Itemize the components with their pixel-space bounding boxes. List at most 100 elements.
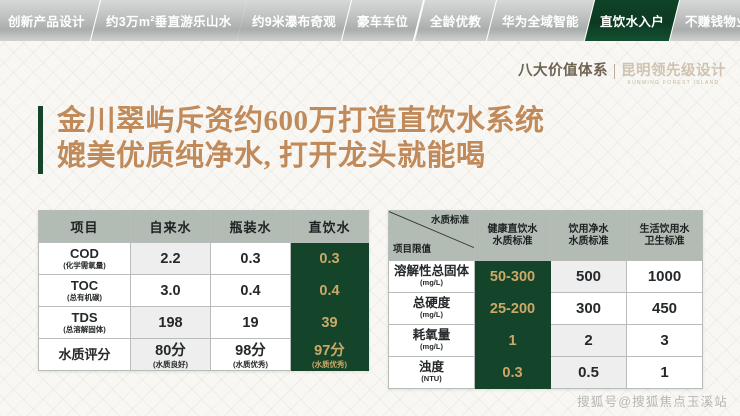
- nav-item-label: 不赚钱物业: [684, 15, 740, 29]
- brand-lockup: 八大价值体系 昆明领先级设计 KUNMING FOREST ISLAND: [518, 62, 726, 87]
- corner-header-cell: 水质标准 项目限值: [388, 210, 475, 261]
- nav-item-label: 约9米瀑布奇观: [252, 15, 337, 29]
- row-label-sub: (mg/L): [420, 278, 443, 287]
- col-header-purified-water: 饮用净水 水质标准: [550, 210, 627, 261]
- corner-label-item-limit: 项目限值: [393, 244, 432, 255]
- brand-subtitle: 昆明领先级设计: [621, 63, 726, 79]
- col-header-line-2: 卫生标准: [644, 235, 685, 247]
- row-label-cod: COD (化学需氧量): [38, 242, 131, 275]
- nav-item-3[interactable]: 豪车车位: [342, 0, 425, 41]
- row-label-main: 溶解性总固体: [393, 264, 469, 278]
- table-row: 浊度 (NTU) 0.3 0.5 1: [388, 356, 703, 389]
- cell-tds-tap: 198: [130, 306, 211, 339]
- col-header-domestic-water: 生活饮用水 卫生标准: [626, 210, 703, 261]
- nav-item-7[interactable]: 不赚钱物业: [669, 0, 740, 41]
- nav-item-label: 直饮水入户: [599, 15, 664, 29]
- row-label-main: TDS: [71, 309, 98, 325]
- row-label-sub: (总溶解固体): [63, 324, 106, 334]
- col-header-direct-drinking-water: 直饮水: [290, 210, 369, 243]
- col-header-healthy-direct-drinking: 健康直饮水 水质标准: [474, 210, 551, 261]
- col-header-line-2: 水质标准: [492, 235, 533, 247]
- cell-toc-bottled: 0.4: [210, 274, 291, 307]
- cell-oxygen-domestic: 3: [626, 324, 703, 357]
- headline-line-2: 媲美优质纯净水, 打开龙头就能喝: [57, 140, 486, 172]
- cell-score-tap: 80分 (水质良好): [130, 338, 211, 371]
- row-label-sub: (总有机碳): [67, 292, 102, 302]
- cell-tds-bottled: 19: [210, 306, 291, 339]
- row-label-main: COD: [70, 245, 99, 261]
- cell-tds-domestic: 1000: [626, 260, 703, 293]
- cell-toc-tap: 3.0: [130, 274, 211, 307]
- headline-block: 金川翠屿斥资约600万打造直饮水系统 媲美优质纯净水, 打开龙头就能喝: [38, 104, 545, 174]
- cell-score-bottled: 98分 (水质优秀): [210, 338, 291, 371]
- brand-main-title: 八大价值体系: [518, 63, 608, 79]
- row-label-main: 浊度: [418, 360, 444, 374]
- table-row: 耗氧量 (mg/L) 1 2 3: [388, 324, 703, 357]
- headline-text: 金川翠屿斥资约600万打造直饮水系统 媲美优质纯净水, 打开龙头就能喝: [57, 104, 545, 174]
- nav-item-4[interactable]: 全龄优教: [414, 0, 497, 41]
- row-label-turbidity: 浊度 (NTU): [388, 356, 475, 389]
- cell-score-direct: 97分 (水质优秀): [290, 338, 369, 371]
- table-row: 溶解性总固体 (mg/L) 50-300 500 1000: [388, 260, 703, 293]
- cell-hardness-healthy: 25-200: [474, 292, 551, 325]
- cell-cod-tap: 2.2: [130, 242, 211, 275]
- water-comparison-table: 项目 自来水 瓶装水 直饮水 COD (化学需氧量) 2.2 0.3 0.3 T…: [38, 210, 369, 371]
- table-row: COD (化学需氧量) 2.2 0.3 0.3: [38, 242, 369, 275]
- table-row: 水质评分 80分 (水质良好) 98分 (水质优秀) 97分 (水质优秀): [38, 338, 369, 371]
- row-label-tds: TDS (总溶解固体): [38, 306, 131, 339]
- nav-item-1[interactable]: 约3万m2垂直游乐山水: [90, 0, 248, 41]
- cell-value-sub: (水质优秀): [312, 360, 347, 369]
- row-label-sub: (mg/L): [420, 310, 443, 319]
- top-navigation-bar: 创新产品设计 约3万m2垂直游乐山水 约9米瀑布奇观 豪车车位 全龄优教 华为全…: [0, 0, 740, 41]
- nav-item-2[interactable]: 约9米瀑布奇观: [237, 0, 353, 41]
- nav-item-label: 华为全域智能: [501, 15, 579, 29]
- cell-cod-direct: 0.3: [290, 242, 369, 275]
- table-header-row: 水质标准 项目限值 健康直饮水 水质标准 饮用净水 水质标准 生活饮用水 卫生标…: [388, 210, 703, 261]
- row-label-sub: (mg/L): [420, 342, 443, 351]
- nav-item-label: 豪车车位: [357, 15, 409, 29]
- cell-toc-direct: 0.4: [290, 274, 369, 307]
- headline-line-1: 金川翠屿斥资约600万打造直饮水系统: [57, 105, 545, 137]
- col-header-bottled-water: 瓶装水: [210, 210, 291, 243]
- cell-hardness-domestic: 450: [626, 292, 703, 325]
- cell-tds-direct: 39: [290, 306, 369, 339]
- row-label-main: 耗氧量: [412, 328, 451, 342]
- col-header-item: 项目: [38, 210, 131, 243]
- site-watermark: 搜狐号@搜狐焦点玉溪站: [577, 395, 728, 409]
- nav-item-label: 全龄优教: [429, 15, 481, 29]
- row-label-oxygen-consumption: 耗氧量 (mg/L): [388, 324, 475, 357]
- headline-accent-bar: [38, 106, 43, 174]
- nav-item-label: 创新产品设计: [7, 15, 85, 29]
- row-label-quality-score: 水质评分: [38, 338, 131, 371]
- table-row: 总硬度 (mg/L) 25-200 300 450: [388, 292, 703, 325]
- row-label-sub: (NTU): [421, 374, 442, 383]
- table-row: TDS (总溶解固体) 198 19 39: [38, 306, 369, 339]
- row-label-tds-dissolved-solids: 溶解性总固体 (mg/L): [388, 260, 475, 293]
- cell-value-sub: (水质优秀): [233, 360, 268, 369]
- row-label-main: 总硬度: [412, 296, 451, 310]
- table-header-row: 项目 自来水 瓶装水 直饮水: [38, 210, 369, 243]
- cell-tds-purified: 500: [550, 260, 627, 293]
- col-header-line-1: 饮用净水: [568, 223, 609, 235]
- cell-turbidity-healthy: 0.3: [474, 356, 551, 389]
- nav-item-label: 约3万m2垂直游乐山水: [105, 13, 232, 29]
- row-label-sub: (化学需氧量): [63, 260, 106, 270]
- cell-value: 98分: [235, 343, 266, 359]
- water-standards-table: 水质标准 项目限值 健康直饮水 水质标准 饮用净水 水质标准 生活饮用水 卫生标…: [388, 210, 703, 389]
- nav-item-5[interactable]: 华为全域智能: [486, 0, 595, 41]
- row-label-main: TOC: [70, 277, 99, 293]
- brand-latin-text: KUNMING FOREST ISLAND: [627, 80, 720, 86]
- col-header-line-1: 健康直饮水: [487, 223, 538, 235]
- cell-hardness-purified: 300: [550, 292, 627, 325]
- brand-divider: [614, 64, 615, 79]
- cell-oxygen-healthy: 1: [474, 324, 551, 357]
- col-header-line-1: 生活饮用水: [639, 223, 690, 235]
- nav-item-6-active[interactable]: 直饮水入户: [584, 0, 680, 41]
- nav-item-0[interactable]: 创新产品设计: [0, 0, 101, 41]
- table-row: TOC (总有机碳) 3.0 0.4 0.4: [38, 274, 369, 307]
- col-header-tap-water: 自来水: [130, 210, 211, 243]
- cell-oxygen-purified: 2: [550, 324, 627, 357]
- cell-turbidity-purified: 0.5: [550, 356, 627, 389]
- cell-value: 80分: [155, 343, 186, 359]
